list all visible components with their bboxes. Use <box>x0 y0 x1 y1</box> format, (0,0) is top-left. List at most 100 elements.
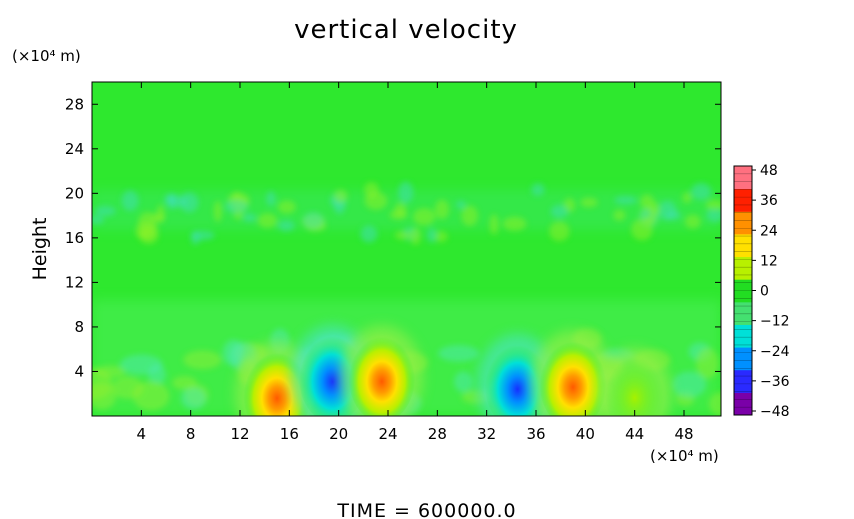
chart-title: vertical velocity <box>294 15 518 45</box>
noise-blob <box>277 200 296 214</box>
colorbar-band <box>734 324 752 348</box>
x-tick-label: 4 <box>137 425 147 443</box>
noise-blob <box>682 192 692 204</box>
noise-blob <box>426 227 438 243</box>
noise-blob <box>360 225 378 243</box>
noise-blob <box>394 230 411 240</box>
colorbar-band <box>734 301 752 325</box>
noise-blob <box>456 200 466 209</box>
noise-blob <box>550 204 569 219</box>
noise-blob <box>364 191 388 210</box>
noise-blob <box>705 199 721 211</box>
colorbar-band <box>734 392 752 416</box>
noise-blob <box>631 218 653 241</box>
noise-blob <box>502 216 527 231</box>
colorbar-band <box>734 256 752 280</box>
noise-blob <box>649 201 660 217</box>
colorbar-tick-label: −24 <box>760 344 790 360</box>
colorbar-bands <box>734 166 752 416</box>
noise-blob <box>671 371 707 398</box>
y-tick-label: 8 <box>74 318 84 336</box>
velocity-cell <box>348 332 416 416</box>
plot-frame <box>91 81 722 417</box>
noise-blob <box>94 205 116 216</box>
colorbar-ticks: 48 36 24 12 0 −12 −24 −36 −48 <box>752 163 790 420</box>
noise-blob <box>277 220 295 232</box>
noise-blob <box>706 207 721 223</box>
y-tick-label: 20 <box>65 184 84 202</box>
noise-blob <box>183 350 222 370</box>
time-label: TIME = 600000.0 <box>336 500 516 519</box>
y-unit-label: (×10⁴ m) <box>12 47 81 65</box>
x-tick-label: 36 <box>526 425 545 443</box>
noise-blob <box>243 213 257 222</box>
noise-blob <box>580 197 598 208</box>
x-tick-label: 12 <box>230 425 249 443</box>
colorbar-band <box>734 188 752 212</box>
noise-blob <box>92 215 104 225</box>
x-tick-label: 48 <box>674 425 693 443</box>
x-tick-label: 32 <box>477 425 496 443</box>
noise-blob <box>119 354 163 375</box>
noise-blob <box>433 231 448 243</box>
noise-blob <box>549 221 570 242</box>
noise-blob <box>691 182 712 200</box>
colorbar-band <box>734 211 752 235</box>
noise-blob <box>434 199 450 220</box>
noise-blob <box>666 210 682 220</box>
colorbar-band <box>734 166 752 190</box>
noise-blob <box>132 381 170 411</box>
colorbar: 48 36 24 12 0 −12 −24 −36 −48 <box>733 163 790 420</box>
colorbar-tick-label: 36 <box>760 193 778 209</box>
noise-blob <box>225 199 249 214</box>
noise-blob <box>266 191 276 207</box>
colorbar-band <box>734 279 752 303</box>
colorbar-tick-label: −48 <box>760 404 790 420</box>
x-tick-label: 8 <box>186 425 196 443</box>
noise-blob <box>398 181 414 204</box>
x-tick-label: 16 <box>280 425 299 443</box>
y-axis-label: Height <box>29 218 51 281</box>
noise-blob <box>614 196 637 205</box>
colorbar-tick-label: 0 <box>760 284 769 300</box>
x-tick-label: 20 <box>329 425 348 443</box>
noise-blob <box>302 212 324 229</box>
noise-blob <box>708 392 721 416</box>
colorbar-tick-label: 12 <box>760 253 778 269</box>
noise-blob <box>92 367 113 400</box>
noise-blob <box>413 208 436 226</box>
y-tick-label: 24 <box>65 140 84 158</box>
x-tick-label: 24 <box>378 425 397 443</box>
colorbar-tick-label: −12 <box>760 314 790 330</box>
noise-blob <box>333 189 348 204</box>
y-tick-label: 4 <box>74 362 84 380</box>
noise-blob <box>410 227 422 245</box>
noise-blob <box>180 387 207 410</box>
colorbar-tick-label: 48 <box>760 163 778 179</box>
noise-blob <box>213 200 223 223</box>
colorbar-tick-label: −36 <box>760 374 790 390</box>
noise-blob <box>489 214 499 235</box>
x-unit-label: (×10⁴ m) <box>650 447 719 465</box>
colorbar-band <box>734 347 752 371</box>
noise-blob <box>257 213 278 229</box>
y-axis-ticks: 4 8 12 16 20 24 28 <box>65 95 721 380</box>
colorbar-band <box>734 233 752 258</box>
velocity-cells <box>234 324 672 416</box>
y-tick-label: 28 <box>65 95 84 113</box>
noise-blob <box>684 214 701 229</box>
y-tick-label: 16 <box>65 229 84 247</box>
x-tick-label: 40 <box>576 425 595 443</box>
noise-blob <box>138 211 157 234</box>
x-axis-ticks: 4 8 12 16 20 24 28 32 36 40 44 48 <box>137 82 694 443</box>
noise-blob <box>121 190 139 212</box>
colorbar-band <box>734 369 752 393</box>
noise-blob <box>531 183 545 197</box>
noise-blob <box>389 210 408 220</box>
velocity-cell <box>539 337 607 416</box>
noise-blob <box>613 209 626 221</box>
plot-area <box>92 82 721 416</box>
noise-blob <box>438 345 480 362</box>
noise-blob <box>461 205 478 227</box>
